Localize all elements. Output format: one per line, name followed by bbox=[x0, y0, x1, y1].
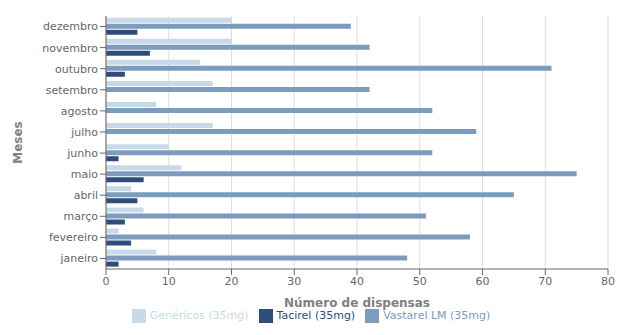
svg-text:maio: maio bbox=[71, 168, 99, 181]
svg-text:Meses: Meses bbox=[11, 121, 25, 164]
svg-text:20: 20 bbox=[225, 275, 239, 288]
html-text:Vastarel LM (35mg): Vastarel LM (35mg) bbox=[383, 309, 491, 322]
svg-text:outubro: outubro bbox=[55, 63, 98, 76]
svg-text:60: 60 bbox=[476, 275, 490, 288]
svg-text:dezembro: dezembro bbox=[43, 20, 98, 33]
svg-text:Número de dispensas: Número de dispensas bbox=[284, 296, 430, 310]
svg-text:julho: julho bbox=[70, 126, 98, 139]
html-text:Genéricos (35mg): Genéricos (35mg) bbox=[149, 309, 249, 322]
svg-text:março: março bbox=[63, 210, 98, 223]
svg-text:fevereiro: fevereiro bbox=[49, 231, 98, 244]
svg-text:setembro: setembro bbox=[46, 84, 99, 97]
svg-text:janeiro: janeiro bbox=[59, 252, 98, 265]
svg-text:junho: junho bbox=[66, 147, 98, 160]
svg-text:80: 80 bbox=[601, 275, 615, 288]
svg-text:abril: abril bbox=[74, 189, 98, 202]
svg-text:40: 40 bbox=[350, 275, 364, 288]
svg-text:0: 0 bbox=[103, 275, 110, 288]
svg-text:10: 10 bbox=[162, 275, 176, 288]
svg-text:novembro: novembro bbox=[42, 42, 98, 55]
svg-text:30: 30 bbox=[287, 275, 301, 288]
svg-text:70: 70 bbox=[538, 275, 552, 288]
html-text:Tacirel (35mg): Tacirel (35mg) bbox=[276, 309, 356, 322]
svg-text:agosto: agosto bbox=[61, 105, 98, 118]
svg-text:50: 50 bbox=[413, 275, 427, 288]
